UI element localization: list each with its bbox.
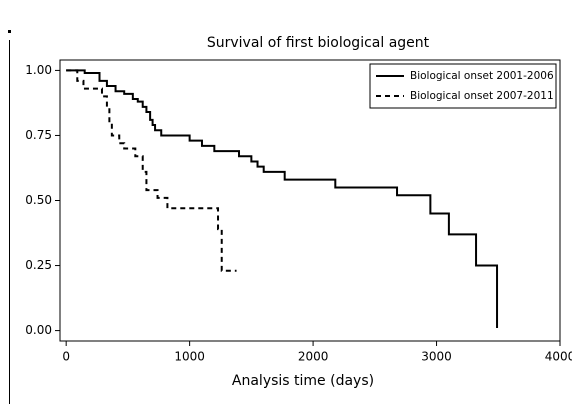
x-tick-label: 1000 (174, 350, 205, 364)
y-tick-label: 1.00 (25, 63, 52, 77)
legend-box (369, 63, 557, 109)
survival-curve (66, 69, 499, 328)
chart-title: Survival of first biological agent (207, 35, 430, 51)
x-axis-label: Analysis time (days) (232, 373, 374, 389)
frame-dot (8, 30, 11, 33)
x-tick-label: 2000 (298, 350, 329, 364)
y-tick-label: 0.00 (25, 323, 52, 337)
legend-label: Biological onset 2007-2011 (410, 90, 554, 102)
y-tick-label: 0.25 (25, 258, 52, 272)
x-tick-label: 0 (62, 350, 70, 364)
x-tick-label: 4000 (545, 350, 572, 364)
survival-curve (66, 69, 237, 272)
x-tick-label: 3000 (421, 350, 452, 364)
y-tick-label: 0.50 (25, 193, 52, 207)
y-tick-label: 0.75 (25, 128, 52, 142)
legend-label: Biological onset 2001-2006 (410, 70, 554, 82)
